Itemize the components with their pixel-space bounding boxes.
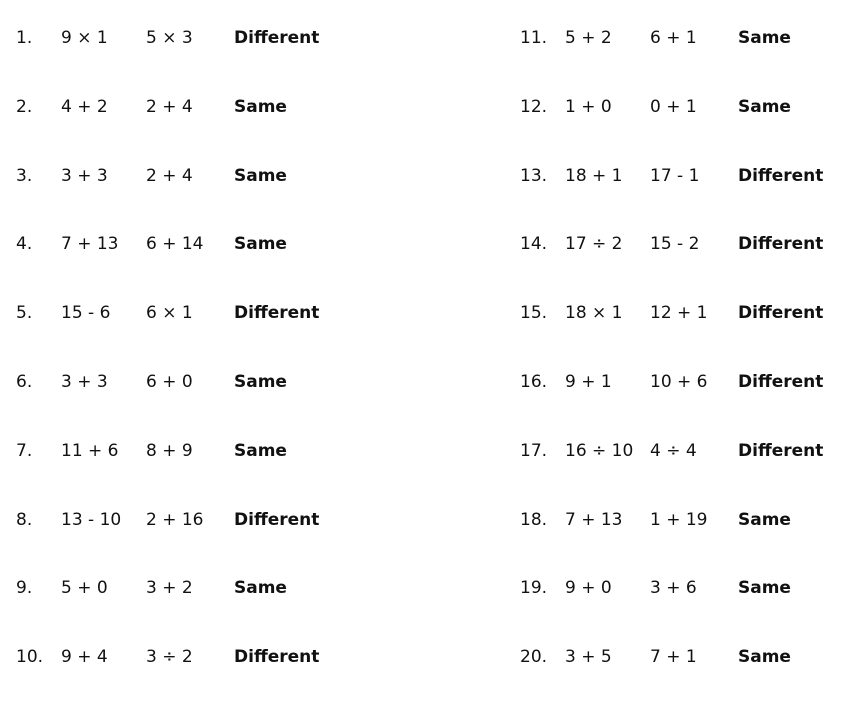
answer: Same	[738, 578, 791, 599]
answer: Different	[234, 28, 320, 48]
expression-b: 15 - 2	[650, 234, 700, 255]
expression-a: 9 + 4	[61, 647, 108, 668]
answer: Same	[234, 372, 287, 392]
expression-a: 13 - 10	[61, 509, 122, 530]
expression-a: 7 + 13	[61, 234, 119, 255]
answer: Same	[234, 578, 287, 599]
expression-b: 1 + 19	[650, 509, 708, 530]
answer: Same	[738, 647, 791, 668]
expression-a: 18 + 1	[565, 165, 623, 186]
answer: Different	[234, 303, 320, 324]
expression-a: 9 + 0	[565, 578, 612, 599]
expression-b: 3 + 6	[650, 578, 697, 599]
problem-number: 10.	[16, 647, 44, 668]
problem-number: 2.	[16, 96, 33, 117]
expression-b: 6 × 1	[146, 303, 193, 324]
answer: Different	[738, 234, 824, 255]
expression-b: 12 + 1	[650, 303, 708, 324]
expression-b: 2 + 4	[146, 165, 193, 186]
problem-number: 8.	[16, 509, 33, 530]
problem-number: 20.	[520, 647, 548, 668]
expression-a: 3 + 3	[61, 165, 108, 186]
expression-a: 5 + 2	[565, 28, 612, 48]
expression-a: 3 + 5	[565, 647, 612, 668]
answer: Same	[738, 509, 791, 530]
expression-b: 2 + 4	[146, 96, 193, 117]
expression-a: 3 + 3	[61, 372, 108, 392]
answer: Different	[738, 440, 824, 461]
problem-number: 4.	[16, 234, 33, 255]
problem-number: 6.	[16, 372, 33, 392]
expression-b: 10 + 6	[650, 372, 708, 392]
answer: Different	[738, 372, 824, 392]
problem-number: 9.	[16, 578, 33, 599]
problem-number: 16.	[520, 372, 548, 392]
expression-a: 5 + 0	[61, 578, 108, 599]
problem-number: 7.	[16, 440, 33, 461]
expression-b: 7 + 1	[650, 647, 697, 668]
problem-number: 15.	[520, 303, 548, 324]
problem-number: 5.	[16, 303, 33, 324]
expression-b: 0 + 1	[650, 96, 697, 117]
expression-b: 6 + 0	[146, 372, 193, 392]
answer: Different	[738, 165, 824, 186]
expression-b: 17 - 1	[650, 165, 700, 186]
expression-b: 5 × 3	[146, 28, 193, 48]
expression-b: 6 + 14	[146, 234, 204, 255]
expression-a: 7 + 13	[565, 509, 623, 530]
expression-a: 17 ÷ 2	[565, 234, 623, 255]
answer: Different	[738, 303, 824, 324]
problem-number: 18.	[520, 509, 548, 530]
expression-b: 3 ÷ 2	[146, 647, 193, 668]
expression-a: 16 ÷ 10	[565, 440, 634, 461]
problem-number: 17.	[520, 440, 548, 461]
expression-a: 18 × 1	[565, 303, 623, 324]
expression-a: 4 + 2	[61, 96, 108, 117]
answer: Same	[234, 234, 287, 255]
answer: Same	[234, 440, 287, 461]
answer: Same	[738, 96, 791, 117]
answer: Same	[738, 28, 791, 48]
problem-number: 1.	[16, 28, 33, 48]
problem-number: 19.	[520, 578, 548, 599]
problem-number: 3.	[16, 165, 33, 186]
expression-b: 2 + 16	[146, 509, 204, 530]
expression-a: 1 + 0	[565, 96, 612, 117]
problem-number: 12.	[520, 96, 548, 117]
expression-a: 11 + 6	[61, 440, 119, 461]
expression-b: 3 + 2	[146, 578, 193, 599]
expression-a: 9 × 1	[61, 28, 108, 48]
answer: Same	[234, 165, 287, 186]
problem-number: 11.	[520, 28, 548, 48]
expression-b: 4 ÷ 4	[650, 440, 697, 461]
answer: Different	[234, 647, 320, 668]
expression-b: 8 + 9	[146, 440, 193, 461]
problem-number: 13.	[520, 165, 548, 186]
expression-a: 9 + 1	[565, 372, 612, 392]
problem-number: 14.	[520, 234, 548, 255]
expression-b: 6 + 1	[650, 28, 697, 48]
answer: Different	[234, 509, 320, 530]
expression-a: 15 - 6	[61, 303, 111, 324]
answer: Same	[234, 96, 287, 117]
